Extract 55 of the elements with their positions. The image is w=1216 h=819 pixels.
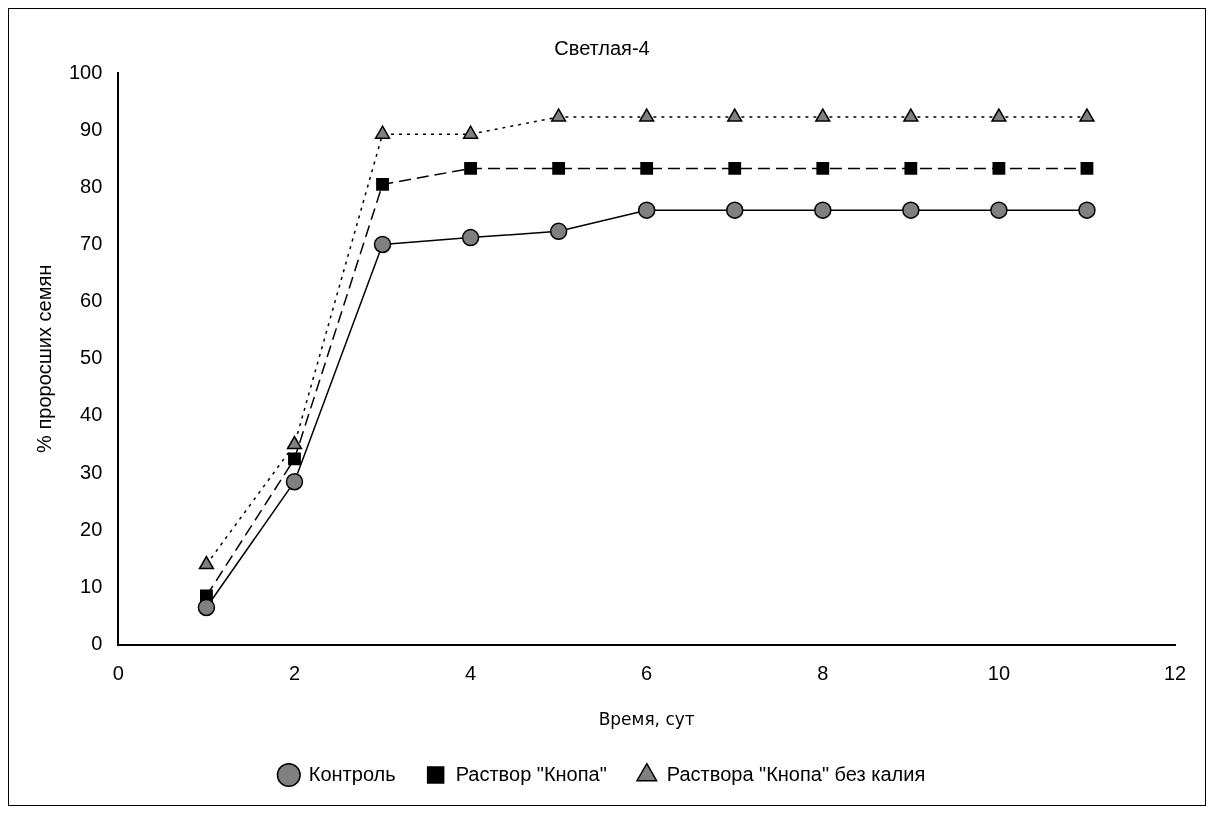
point bbox=[727, 108, 743, 122]
x-tick-label: 10 bbox=[987, 662, 1011, 685]
point bbox=[549, 222, 568, 241]
point bbox=[725, 201, 744, 219]
point bbox=[991, 108, 1007, 122]
y-tick-label: 60 bbox=[80, 289, 103, 312]
y-tick-label: 50 bbox=[80, 346, 103, 369]
x-tick-label: 0 bbox=[112, 662, 124, 685]
chart-title: Светлая-4 bbox=[554, 36, 650, 59]
legend-label: Контроль bbox=[308, 762, 396, 785]
point bbox=[816, 162, 830, 175]
y-tick-label: 40 bbox=[80, 403, 103, 426]
point bbox=[373, 235, 392, 254]
point bbox=[376, 178, 389, 191]
y-tick-label: 30 bbox=[80, 460, 103, 483]
x-tick-label: 8 bbox=[817, 662, 829, 685]
y-tick-label: 80 bbox=[80, 174, 103, 197]
y-tick-label: 90 bbox=[80, 117, 103, 140]
point bbox=[285, 472, 304, 491]
point bbox=[640, 162, 654, 175]
legend-label: Раствора "Кнопа" без калия bbox=[666, 762, 926, 785]
point bbox=[814, 201, 832, 219]
point bbox=[197, 598, 216, 617]
y-tick-label: 0 bbox=[91, 632, 103, 655]
point bbox=[902, 201, 920, 219]
point bbox=[462, 125, 479, 139]
point bbox=[464, 162, 477, 175]
point bbox=[992, 162, 1006, 175]
x-tick-label: 2 bbox=[288, 662, 301, 685]
point bbox=[637, 201, 656, 219]
point bbox=[990, 201, 1008, 219]
y-tick-label: 20 bbox=[80, 517, 103, 540]
point bbox=[1080, 162, 1094, 175]
y-axis-title: % проросших семян bbox=[32, 264, 55, 453]
y-tick-label: 100 bbox=[68, 60, 103, 83]
point bbox=[288, 452, 301, 466]
point bbox=[904, 162, 918, 175]
x-tick-label: 6 bbox=[641, 662, 653, 685]
point bbox=[815, 108, 831, 122]
point bbox=[903, 108, 919, 122]
point bbox=[1079, 108, 1095, 122]
point bbox=[728, 162, 742, 175]
y-tick-label: 10 bbox=[80, 574, 103, 597]
x-axis-title: Время, сут bbox=[598, 709, 695, 730]
x-tick-label: 4 bbox=[465, 662, 477, 685]
point bbox=[550, 108, 567, 122]
y-tick-label: 70 bbox=[80, 232, 103, 254]
point bbox=[286, 435, 303, 450]
legend-label: Раствор "Кнопа" bbox=[455, 762, 607, 785]
point bbox=[1078, 201, 1096, 219]
point bbox=[639, 108, 655, 122]
point bbox=[374, 125, 391, 139]
point bbox=[461, 228, 480, 247]
point bbox=[552, 162, 566, 175]
x-tick-label: 12 bbox=[1163, 662, 1187, 685]
